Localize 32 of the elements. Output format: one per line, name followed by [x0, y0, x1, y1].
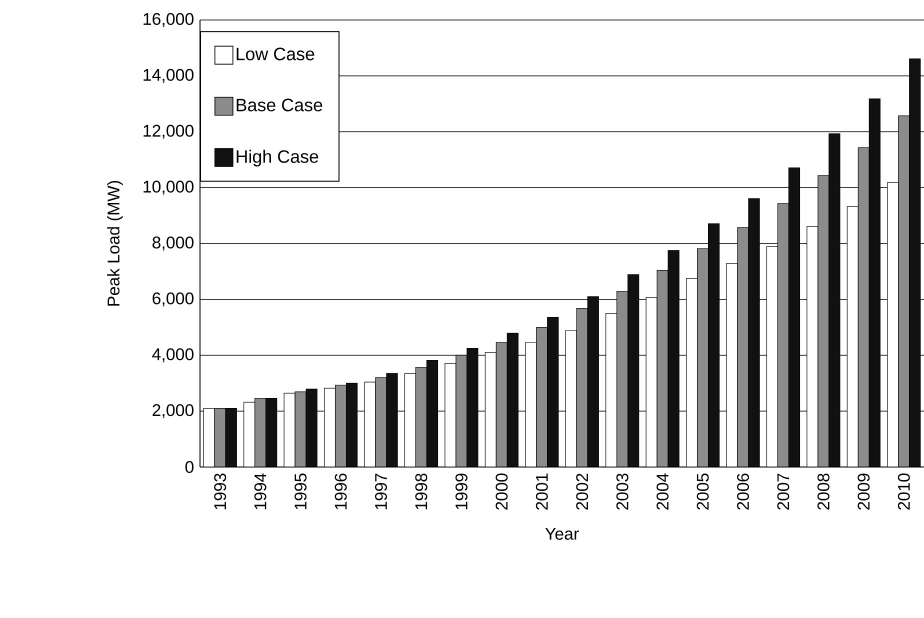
x-tick-label: 2010	[898, 473, 910, 510]
y-tick-label: 4,000	[152, 348, 194, 362]
x-tick-label: 2006	[737, 474, 750, 510]
x-tick-label: 1998	[415, 474, 428, 510]
x-tick-label: 1993	[214, 474, 226, 510]
legend-label: Low Case	[236, 48, 314, 60]
x-tick-label: 2002	[576, 474, 588, 510]
x-tick-label: 1999	[455, 474, 468, 510]
x-axis-title: Year	[545, 528, 579, 540]
x-tick-label: 2005	[696, 474, 709, 510]
x-tick-label: 2007	[777, 474, 790, 510]
x-tick-label: 2000	[496, 473, 508, 510]
y-tick-label: 8,000	[152, 236, 194, 250]
x-tick-label: 2008	[817, 474, 830, 510]
x-tick-label: 2001	[536, 474, 548, 510]
y-tick-label: 16,000	[144, 12, 194, 27]
y-tick-label: 10,000	[144, 180, 194, 195]
x-tick-label: 1994	[254, 473, 266, 510]
x-tick-label: 1997	[375, 474, 388, 510]
y-tick-label: 2,000	[152, 404, 194, 418]
legend-label: High Case	[236, 150, 318, 166]
y-tick-label: 0	[185, 460, 194, 473]
y-tick-label: 6,000	[152, 292, 194, 306]
y-axis-title: Peak Load (MW)	[107, 181, 123, 306]
y-tick-label: 12,000	[144, 124, 194, 139]
x-tick-label: 1996	[334, 474, 347, 510]
x-tick-label: 2009	[858, 474, 870, 510]
x-tick-label: 2004	[656, 473, 669, 510]
y-tick-label: 14,000	[144, 68, 194, 83]
legend-label: Base Case	[236, 98, 322, 112]
x-tick-label: 1995	[294, 474, 307, 510]
x-tick-label: 2003	[616, 474, 628, 510]
